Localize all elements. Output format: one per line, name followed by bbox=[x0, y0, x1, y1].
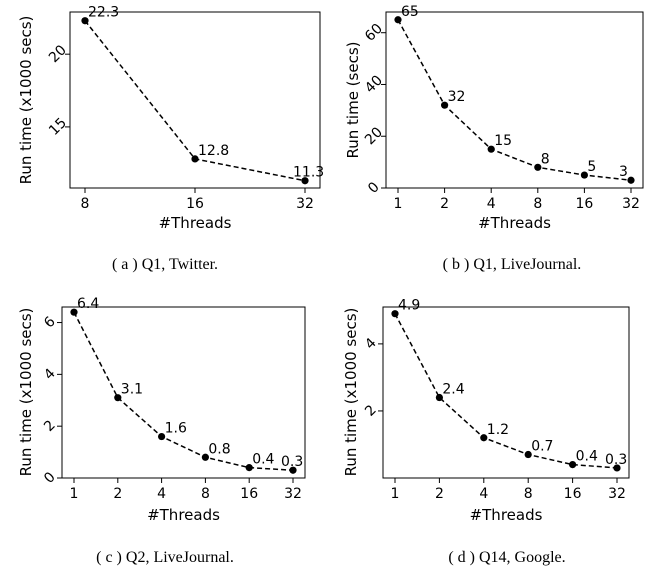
x-tick-label: 8 bbox=[201, 486, 210, 502]
x-tick-label: 8 bbox=[81, 196, 90, 212]
y-tick-label: 0 bbox=[41, 469, 59, 487]
x-tick-label: 32 bbox=[284, 486, 302, 502]
x-axis-label: #Threads bbox=[478, 214, 551, 232]
y-tick-label: 4 bbox=[41, 365, 59, 383]
data-point bbox=[158, 432, 166, 441]
plot-frame bbox=[61, 306, 306, 479]
y-tick-label: 2 bbox=[362, 402, 380, 420]
data-point bbox=[391, 310, 399, 318]
x-tick-label: 32 bbox=[296, 196, 314, 212]
data-point bbox=[487, 145, 495, 153]
data-label: 32 bbox=[448, 89, 466, 105]
x-tick-label: 8 bbox=[533, 196, 542, 212]
x-axis-label: #Threads bbox=[470, 506, 543, 524]
data-point bbox=[114, 394, 122, 402]
chart-panel-1: 8 16 32 15 20 #Threads Run time (x1000 secs) 22… bbox=[17, 5, 324, 273]
y-axis-label: Run time (x1000 secs) bbox=[17, 16, 35, 185]
chart-panel-2: 1 2 4 8 16 32 0 20 40 60 #Threads Run time (secs) 65… bbox=[344, 4, 644, 273]
data-point bbox=[534, 163, 542, 171]
data-point bbox=[245, 464, 253, 472]
data-label: 1.2 bbox=[487, 422, 509, 438]
data-point bbox=[301, 177, 309, 185]
data-point bbox=[394, 16, 402, 24]
x-axis-label: #Threads bbox=[159, 214, 232, 232]
x-tick-label: 8 bbox=[524, 486, 533, 502]
data-label: 15 bbox=[494, 133, 512, 149]
data-label: 0.8 bbox=[208, 441, 230, 457]
figure-caption: ( d ) Q14, Google. bbox=[448, 549, 565, 566]
x-tick-label: 2 bbox=[440, 196, 449, 212]
data-label: 3.1 bbox=[121, 382, 143, 398]
series-line bbox=[397, 19, 632, 181]
data-label: 8 bbox=[541, 151, 550, 167]
chart-panel-3: 1 2 4 8 16 32 0 2 4 6 #Threads Run time (x1000 secs… bbox=[17, 296, 306, 566]
chart-panel-4: 1 2 4 8 16 32 2 4 #Threads Run time (x1000 secs) 4… bbox=[342, 298, 630, 566]
data-point bbox=[81, 17, 89, 25]
x-tick-label: 32 bbox=[608, 486, 626, 502]
x-tick-label: 32 bbox=[622, 196, 640, 212]
y-tick-label: 20 bbox=[46, 42, 70, 66]
data-label: 6.4 bbox=[77, 296, 99, 312]
data-point bbox=[580, 171, 589, 179]
data-point bbox=[435, 393, 443, 402]
y-tick-label: 60 bbox=[362, 21, 386, 45]
data-point bbox=[70, 308, 78, 316]
data-point bbox=[627, 176, 635, 184]
data-label: 0.3 bbox=[605, 452, 627, 468]
y-axis-label: Run time (x1000 secs) bbox=[342, 308, 360, 477]
plot-frame bbox=[385, 11, 644, 189]
y-tick-label: 0 bbox=[365, 179, 383, 197]
data-label: 0.4 bbox=[576, 449, 598, 465]
x-axis-label: #Threads bbox=[147, 506, 220, 524]
data-point bbox=[201, 453, 209, 461]
data-label: 1.6 bbox=[165, 421, 187, 437]
series-line bbox=[394, 313, 618, 469]
data-label: 3 bbox=[619, 164, 628, 180]
data-point bbox=[289, 466, 297, 474]
x-tick-label: 16 bbox=[564, 486, 582, 502]
x-tick-label: 16 bbox=[186, 196, 204, 212]
data-label: 65 bbox=[401, 4, 419, 20]
data-point bbox=[480, 434, 488, 442]
figure-caption: ( c ) Q2, LiveJournal. bbox=[96, 549, 234, 566]
x-tick-label: 16 bbox=[575, 196, 593, 212]
data-label: 11.3 bbox=[293, 165, 324, 181]
x-tick-label: 4 bbox=[157, 486, 166, 502]
y-tick-label: 20 bbox=[362, 124, 386, 148]
figure-caption: ( a ) Q1, Twitter. bbox=[112, 256, 218, 273]
figure-caption: ( b ) Q1, LiveJournal. bbox=[443, 256, 582, 273]
x-tick-label: 4 bbox=[479, 486, 488, 502]
y-tick-label: 40 bbox=[362, 73, 386, 97]
y-axis-label: Run time (x1000 secs) bbox=[17, 308, 35, 477]
y-axis-label: Run time (secs) bbox=[344, 42, 362, 159]
y-tick-label: 6 bbox=[41, 314, 59, 332]
x-tick-label: 4 bbox=[487, 196, 496, 212]
y-tick-label: 4 bbox=[362, 335, 380, 353]
plot-frame bbox=[382, 306, 630, 479]
y-tick-label: 15 bbox=[46, 115, 70, 139]
y-tick-label: 2 bbox=[41, 417, 59, 435]
data-label: 12.8 bbox=[198, 143, 229, 159]
data-label: 0.4 bbox=[252, 452, 274, 468]
x-tick-label: 2 bbox=[113, 486, 122, 502]
data-point bbox=[191, 155, 199, 163]
data-point bbox=[613, 464, 621, 472]
data-point bbox=[569, 460, 577, 469]
data-label: 2.4 bbox=[442, 382, 464, 398]
data-point bbox=[441, 101, 449, 109]
x-tick-label: 16 bbox=[240, 486, 258, 502]
data-label: 4.9 bbox=[398, 298, 420, 314]
x-tick-label: 1 bbox=[70, 486, 79, 502]
data-point bbox=[524, 450, 532, 459]
x-tick-label: 2 bbox=[435, 486, 444, 502]
data-label: 22.3 bbox=[88, 5, 119, 21]
x-tick-label: 1 bbox=[391, 486, 400, 502]
series-line bbox=[73, 311, 294, 471]
data-label: 5 bbox=[587, 159, 596, 175]
x-tick-label: 1 bbox=[394, 196, 403, 212]
data-label: 0.7 bbox=[531, 439, 553, 455]
data-label: 0.3 bbox=[281, 454, 303, 470]
